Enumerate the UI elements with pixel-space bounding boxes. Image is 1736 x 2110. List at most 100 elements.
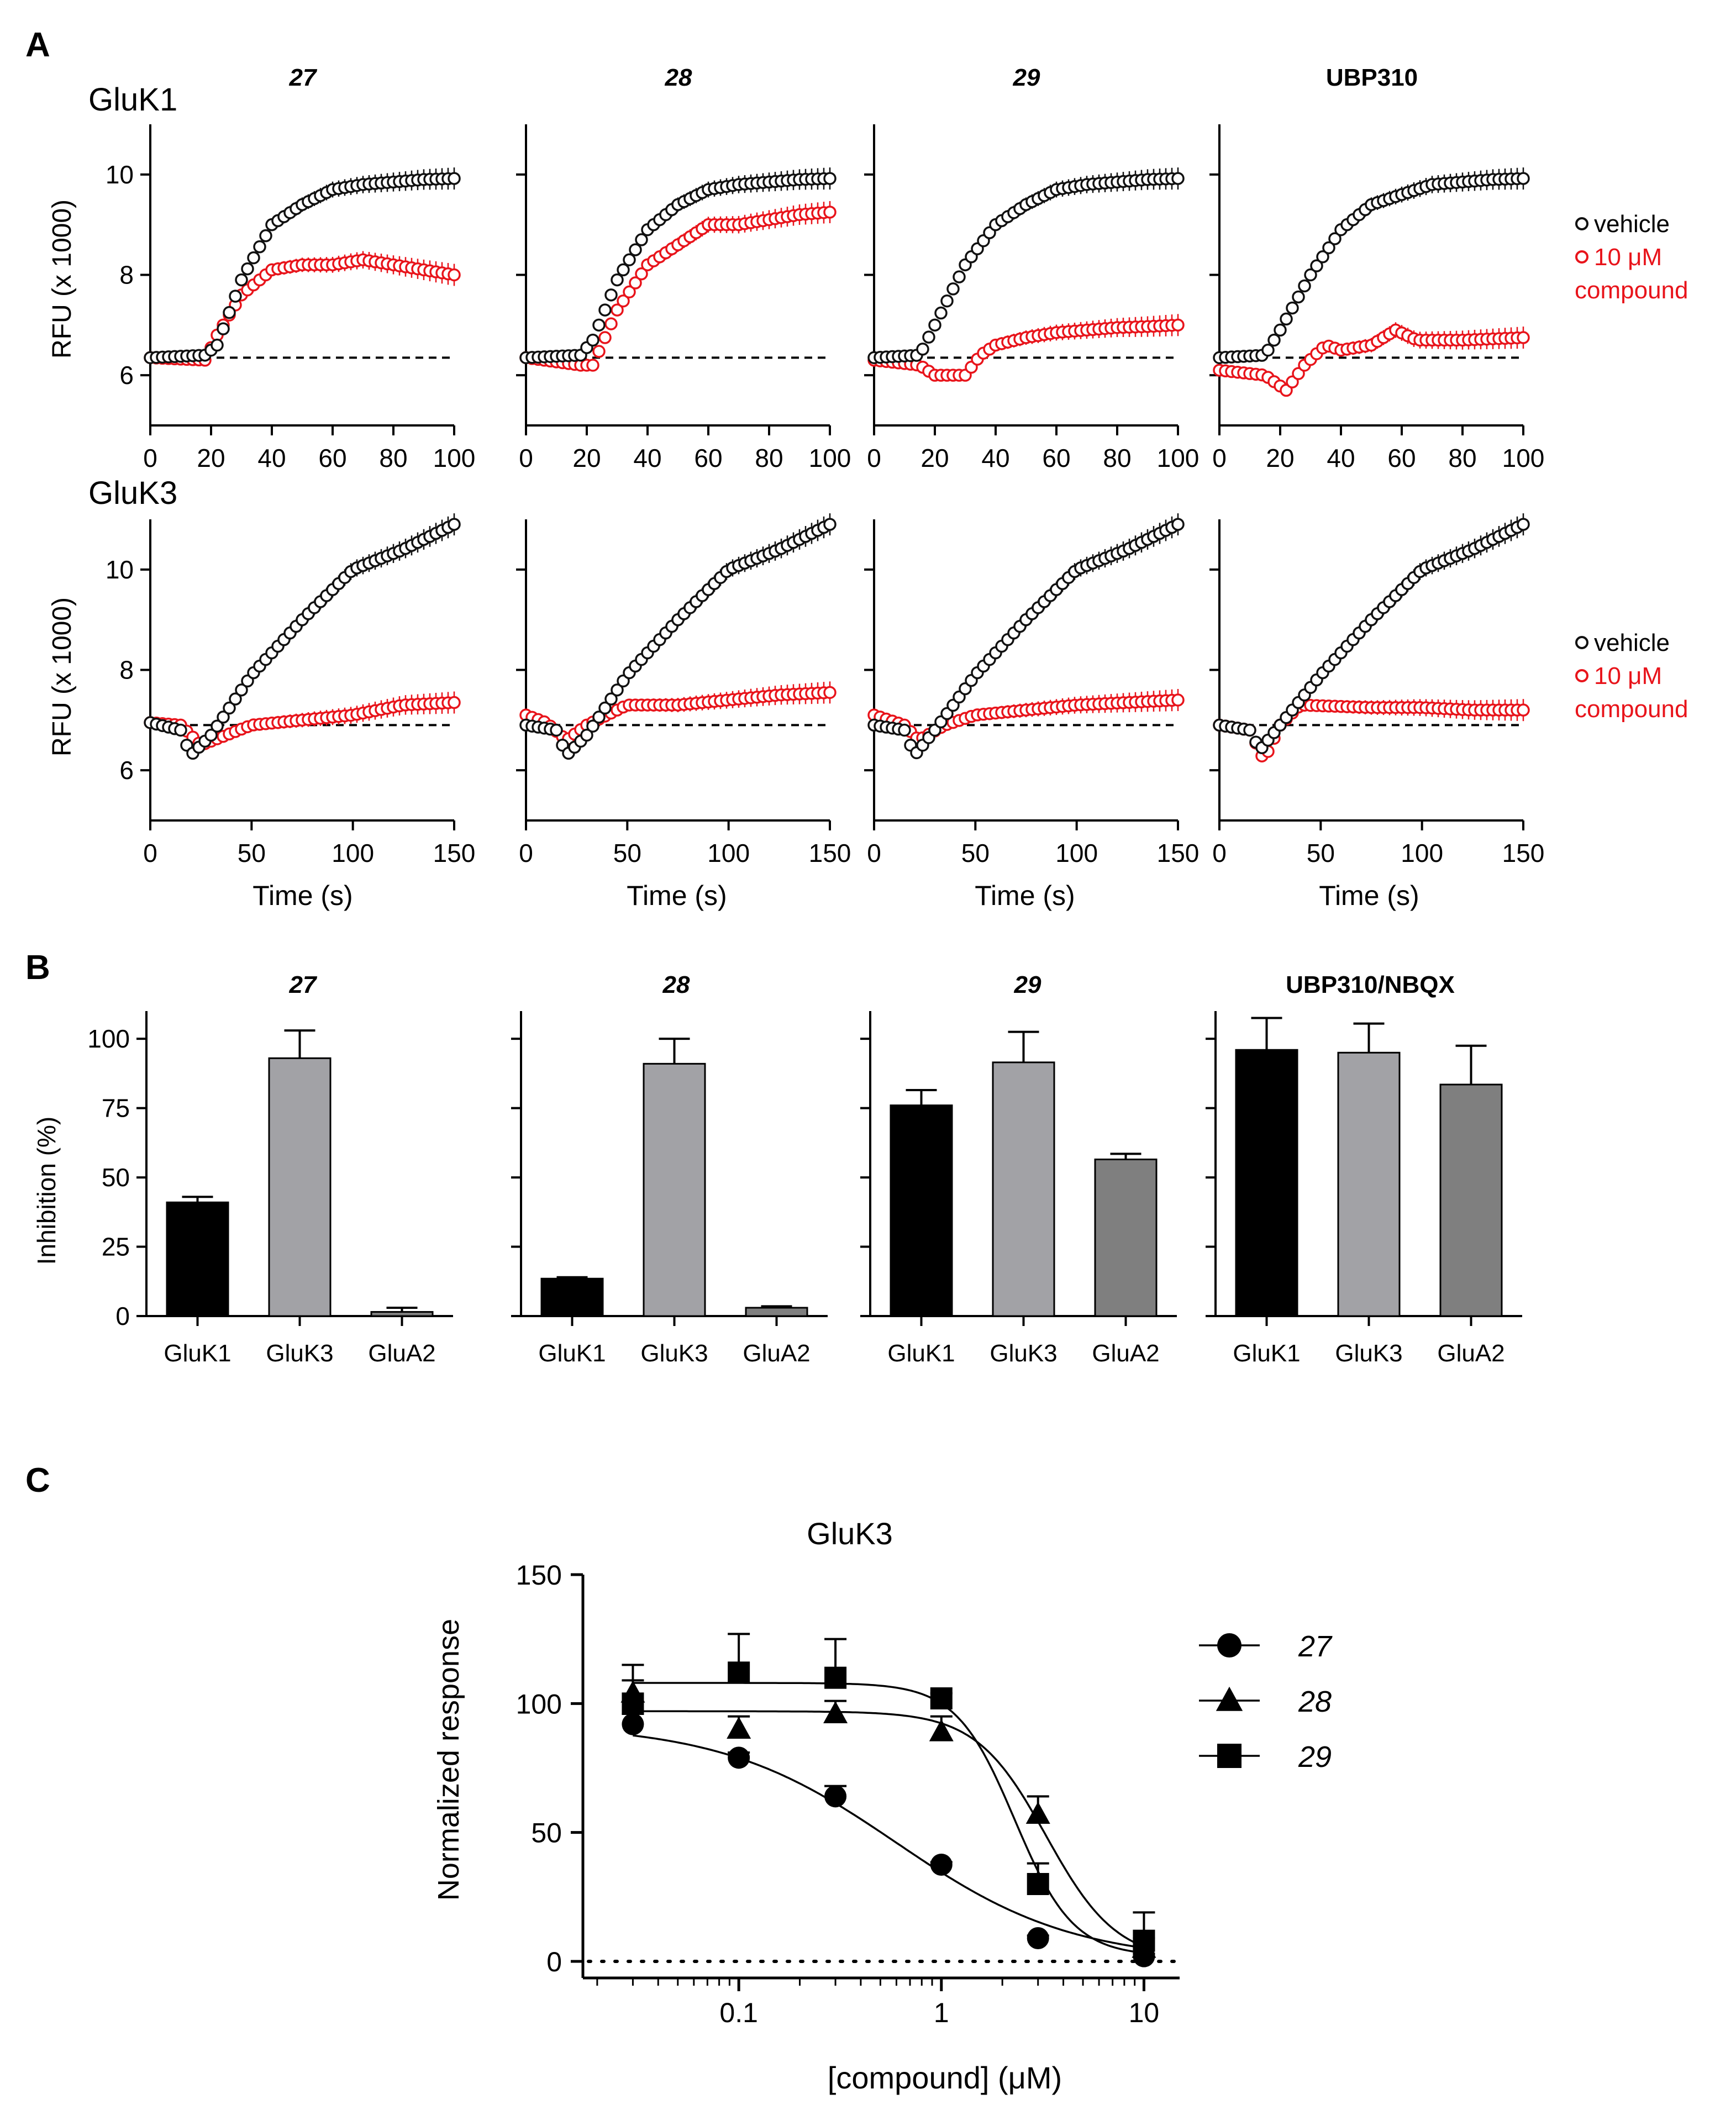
a-row1-ylabel: RFU (x 1000) <box>48 199 77 359</box>
a-row1-legend: vehicle 10 μM compound <box>1575 211 1688 304</box>
x-tick-label: 40 <box>1327 444 1355 472</box>
b-title-27: 27 <box>289 971 318 998</box>
x-tick-label: 0 <box>1212 839 1227 867</box>
x-tick-label: 0 <box>519 839 533 867</box>
vehicle-point <box>247 251 260 265</box>
data-point <box>824 1785 847 1808</box>
vehicle-point <box>916 343 929 356</box>
c-ylabel: Normalized response <box>432 1619 465 1901</box>
b-title-ubp310-nbqx: UBP310/NBQX <box>1286 971 1455 998</box>
y-tick-label: 25 <box>102 1233 130 1261</box>
compound-point <box>448 268 461 282</box>
data-point <box>728 1746 750 1769</box>
series-28 <box>620 1679 1156 1958</box>
vehicle-point <box>823 518 837 531</box>
data-point <box>824 1666 847 1689</box>
y-tick-label: 6 <box>119 756 134 785</box>
compound-point <box>611 303 624 317</box>
compound-point <box>1171 318 1185 332</box>
panel-label-a: A <box>25 26 50 64</box>
vehicle-point <box>1304 268 1317 282</box>
vehicle-point <box>1292 290 1305 304</box>
bar-gluk1 <box>540 1277 604 1317</box>
data-point <box>622 1692 644 1715</box>
compound-point <box>448 696 461 709</box>
a-row2-legend: vehicle 10 μM compound <box>1575 629 1688 723</box>
data-point <box>622 1713 644 1735</box>
vehicle-point <box>1328 232 1342 245</box>
vehicle-point <box>1171 518 1185 531</box>
legend-compound-label-2: compound <box>1575 277 1688 304</box>
compound-point <box>1280 383 1293 397</box>
legend-compound-label-2: compound <box>1575 696 1688 723</box>
compound-point <box>1171 693 1185 707</box>
compound-point <box>617 294 630 308</box>
x-tick-label: 80 <box>1103 444 1131 472</box>
vehicle-point <box>1171 172 1185 185</box>
data-point <box>930 1687 953 1709</box>
vehicle-point <box>598 303 612 317</box>
compound-point <box>592 345 606 358</box>
bar-glua2 <box>1094 1158 1158 1317</box>
vehicle-point <box>223 306 236 319</box>
a-row1-subplot-2: 0 20 40 60 80 100 <box>516 124 851 472</box>
x-tick-label: GluA2 <box>368 1340 435 1367</box>
a-row2-subplot-4: 0 50 100 150 <box>1209 513 1544 867</box>
vehicle-point <box>934 306 948 320</box>
x-tick-label: 100 <box>433 444 476 472</box>
y-tick-label: 0 <box>115 1302 130 1330</box>
vehicle-point <box>1517 172 1530 185</box>
row-label-gluk3: GluK3 <box>88 475 177 511</box>
vehicle-point <box>604 288 618 302</box>
b-subplot-2: GluK1 GluK3 GluA2 <box>511 1011 828 1367</box>
x-tick-label: 100 <box>1157 444 1200 472</box>
compound-point <box>598 331 612 344</box>
data-point <box>930 1854 953 1876</box>
y-tick-label: 6 <box>119 361 134 390</box>
y-tick-label: 8 <box>119 261 134 290</box>
fit-curve <box>633 1710 1145 1948</box>
panel-label-b: B <box>25 949 50 987</box>
bar-gluk3 <box>992 1061 1055 1317</box>
compound-point <box>1517 703 1530 717</box>
vehicle-point <box>635 233 648 246</box>
vehicle-point <box>253 240 266 254</box>
vehicle-point <box>586 333 599 347</box>
vehicle-point <box>611 683 624 697</box>
legend-compound-label-1: 10 μM <box>1594 244 1662 271</box>
panel-label-c: C <box>25 1461 50 1499</box>
legend-label: 27 <box>1298 1630 1333 1663</box>
vehicle-point <box>928 318 941 332</box>
series-27 <box>622 1713 1155 1967</box>
vehicle-point <box>922 330 935 344</box>
compound-point <box>823 206 837 219</box>
x-tick-label: 50 <box>613 839 641 867</box>
a-title-28: 28 <box>665 64 692 91</box>
x-tick-label: 60 <box>1387 444 1416 472</box>
a-xlabel-4: Time (s) <box>1319 880 1419 911</box>
x-tick-label: 60 <box>1042 444 1070 472</box>
c-plot: 0 50 100 150 0.1 1 10 27 28 29 <box>516 1560 1333 2028</box>
a-row1-subplot-4: 0 20 40 60 80 100 <box>1209 124 1544 472</box>
vehicle-point <box>592 711 606 724</box>
vehicle-point <box>940 294 954 308</box>
vehicle-point <box>241 262 254 276</box>
x-tick-label: GluK3 <box>266 1340 333 1367</box>
vehicle-point <box>617 263 630 277</box>
legend-marker-square <box>1217 1744 1241 1768</box>
vehicle-point <box>211 719 224 733</box>
x-tick-label: GluK3 <box>1335 1340 1402 1367</box>
data-point <box>1027 1873 1049 1895</box>
compound-point <box>1292 367 1305 380</box>
x-tick-label: 100 <box>707 839 750 867</box>
vehicle-point <box>550 723 563 737</box>
vehicle-point <box>223 701 236 715</box>
fit-curve <box>633 1734 1144 1949</box>
legend-vehicle-marker <box>1575 636 1588 649</box>
b-ylabel: Inhibition (%) <box>32 1117 61 1265</box>
legend-vehicle-label: vehicle <box>1594 629 1670 656</box>
vehicle-point <box>629 243 642 256</box>
